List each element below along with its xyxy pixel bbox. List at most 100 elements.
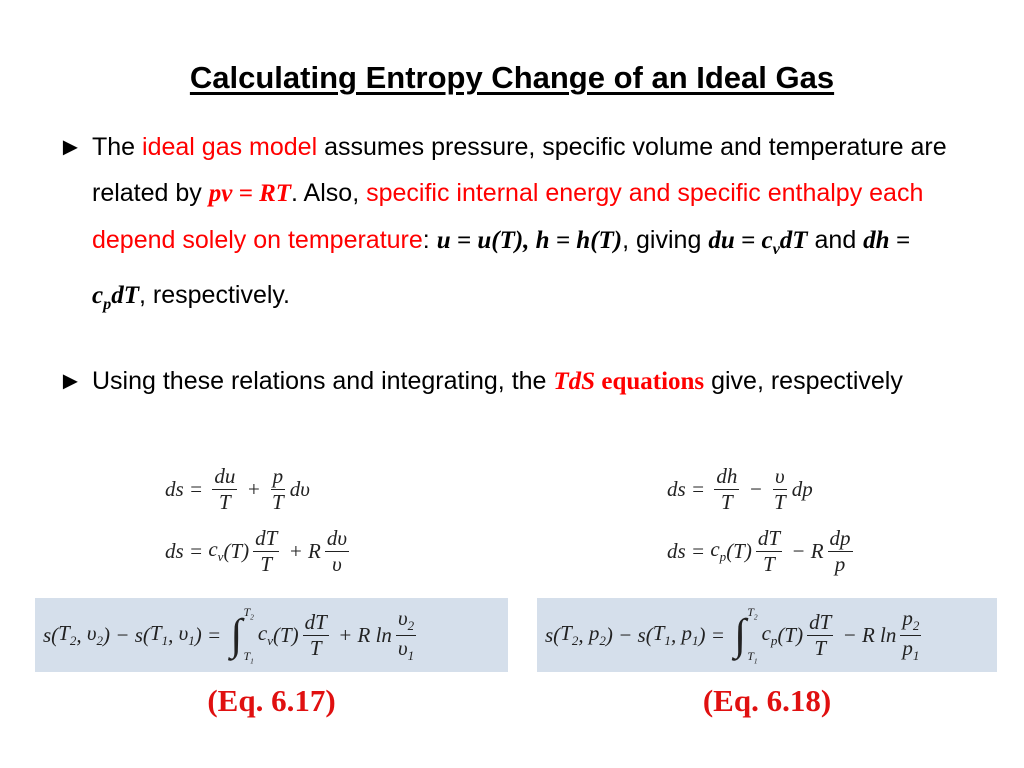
subscripted: cv <box>208 537 223 565</box>
subscript: 2 <box>407 618 415 634</box>
subscripted: υ2 <box>87 621 103 649</box>
text-segment: Using these relations and integrating, t… <box>92 367 554 395</box>
subscripted: T1 <box>243 649 254 665</box>
math-text: ) = <box>698 622 731 647</box>
math-text: , <box>168 622 179 647</box>
math-text: (T) <box>777 622 804 647</box>
math-text: c <box>257 620 268 645</box>
denominator: T <box>270 490 286 514</box>
fraction: dT T <box>253 526 280 576</box>
subscripted: p2 <box>902 606 919 633</box>
math-text: ) − s( <box>605 622 653 647</box>
numerator: dT <box>807 610 834 636</box>
text-segment: dT <box>779 227 808 254</box>
math-text: ds = <box>165 476 209 501</box>
subscript: 1 <box>753 656 758 665</box>
math-text: c <box>761 620 771 645</box>
subscript: p <box>103 295 112 313</box>
subscript: 2 <box>599 633 606 649</box>
math-text: T <box>260 551 273 576</box>
integral: ∫ T2 T1 <box>230 605 253 665</box>
math-text: , <box>76 622 87 647</box>
math-text: T <box>560 620 572 645</box>
text-segment: TdS <box>553 368 596 395</box>
fraction: dυ υ <box>324 526 349 576</box>
text-segment: The <box>92 133 143 161</box>
math-text: T <box>652 620 665 645</box>
subscript: 2 <box>69 633 77 649</box>
math-text: p <box>902 606 913 631</box>
denominator: T <box>761 552 777 576</box>
math-text: dT <box>809 610 832 635</box>
subscript: v <box>772 240 780 258</box>
subscript: 1 <box>664 633 671 649</box>
math-text: , <box>670 622 682 647</box>
denominator: υ1 <box>396 636 416 664</box>
subscript: v <box>267 633 273 649</box>
denominator: T <box>719 490 735 514</box>
numerator: dT <box>755 526 783 552</box>
math-text: T <box>243 605 251 619</box>
math-text: p <box>588 620 600 645</box>
subscripted: p1 <box>681 621 698 649</box>
subscript: 2 <box>571 633 579 649</box>
text-segment: give, respectively <box>704 367 903 395</box>
math-text: T <box>763 551 775 576</box>
numerator: p2 <box>900 606 922 636</box>
text-segment: and <box>807 226 864 254</box>
math-text: ) − s( <box>103 622 150 647</box>
bullet-marker: ► <box>58 133 83 161</box>
text-segment: equations <box>595 368 705 395</box>
math-text: dυ <box>326 526 347 551</box>
math-text: T <box>747 605 754 619</box>
math-text: , <box>578 622 589 647</box>
text-segment: , giving <box>622 226 709 254</box>
math-text: ds = <box>667 476 711 501</box>
denominator: υ <box>330 552 344 576</box>
fraction: dT T <box>807 610 834 660</box>
math-text: υ <box>332 551 342 576</box>
subscript: 1 <box>250 656 254 665</box>
math-text: T <box>58 620 70 645</box>
text-segment: assumes pressure, specific volume and te… <box>92 133 947 207</box>
denominator: T <box>258 552 274 576</box>
numerator: dh <box>714 464 740 490</box>
lower-limit: T1 <box>747 649 757 665</box>
subscripted: T2 <box>243 605 253 621</box>
subscript: 2 <box>753 612 758 622</box>
math-text: s( <box>545 622 561 647</box>
fraction: dT T <box>302 610 329 660</box>
subscripted: T1 <box>150 621 168 649</box>
math-text: dp <box>791 476 813 501</box>
math-text: − <box>743 476 769 501</box>
integral-sign: ∫ <box>734 610 747 659</box>
numerator: υ2 <box>395 606 417 636</box>
fraction: dT T <box>755 526 783 576</box>
numerator: υ <box>773 464 787 490</box>
text-segment: ideal gas model <box>142 133 318 161</box>
text-segment: : <box>422 226 437 254</box>
subscript: 2 <box>912 618 920 634</box>
text-segment: , respectively. <box>139 281 290 309</box>
upper-limit: T2 <box>747 605 757 621</box>
numerator: du <box>212 464 238 490</box>
math-text: T <box>814 635 827 660</box>
math-text: dυ <box>289 476 310 501</box>
subscript: p <box>719 549 727 565</box>
math-text: dT <box>304 610 327 635</box>
bullet: ► Using these relations and integrating, … <box>58 358 962 405</box>
math-text: υ <box>397 635 408 660</box>
math-text: T <box>721 489 733 514</box>
upper-limit: T2 <box>243 605 253 621</box>
math-text: υ <box>86 620 97 645</box>
math-text: + <box>241 476 267 501</box>
bullet: ► The ideal gas model assumes pressure, s… <box>58 124 962 327</box>
text-segment: pv = RT <box>208 180 292 207</box>
numerator: dp <box>827 526 853 552</box>
numerator: dT <box>302 610 329 636</box>
math-text: du <box>214 464 236 489</box>
